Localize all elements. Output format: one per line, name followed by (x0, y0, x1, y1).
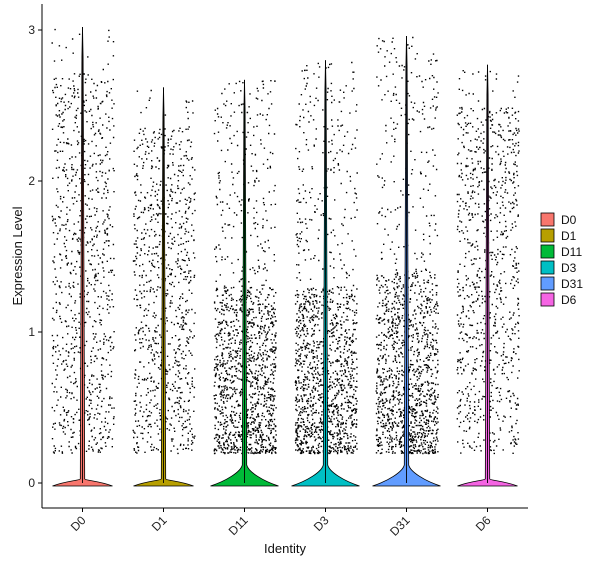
y-tick-label: 2 (28, 174, 35, 188)
points-D0 (51, 28, 115, 454)
y-ticks: 0 1 2 3 (28, 23, 42, 490)
violins (52, 26, 518, 487)
legend-key-D11 (540, 244, 555, 259)
legend: D0 D1 D11 D3 D31 D6 (540, 212, 583, 307)
legend-key-D6 (540, 292, 555, 307)
legend-label-D0: D0 (561, 213, 577, 227)
x-tick-label: D6 (473, 513, 494, 534)
x-tick-label: D11 (226, 513, 251, 538)
y-tick-label: 0 (28, 476, 35, 490)
y-axis-title: Expression Level (10, 206, 25, 305)
legend-key-D1 (540, 228, 555, 243)
y-tick-label: 3 (28, 23, 35, 37)
legend-label-D3: D3 (561, 261, 577, 275)
x-axis-title: Identity (264, 541, 306, 556)
x-ticks: D0 D1 D11 D3 D31 D6 (68, 508, 494, 539)
legend-key-D0 (540, 212, 555, 227)
legend-label-D11: D11 (561, 245, 582, 259)
x-tick-label: D0 (68, 513, 89, 534)
points-D3 (294, 61, 358, 455)
x-tick-label: D1 (149, 513, 170, 534)
y-tick-label: 1 (28, 325, 35, 339)
legend-key-D3 (540, 260, 555, 275)
legend-key-D31 (540, 276, 555, 291)
jitter-points (51, 28, 520, 455)
legend-label-D6: D6 (561, 293, 577, 307)
axes (41, 4, 528, 509)
legend-label-D31: D31 (561, 277, 583, 291)
x-tick-label: D3 (311, 513, 332, 534)
legend-label-D1: D1 (561, 229, 577, 243)
x-tick-label: D31 (387, 513, 413, 539)
